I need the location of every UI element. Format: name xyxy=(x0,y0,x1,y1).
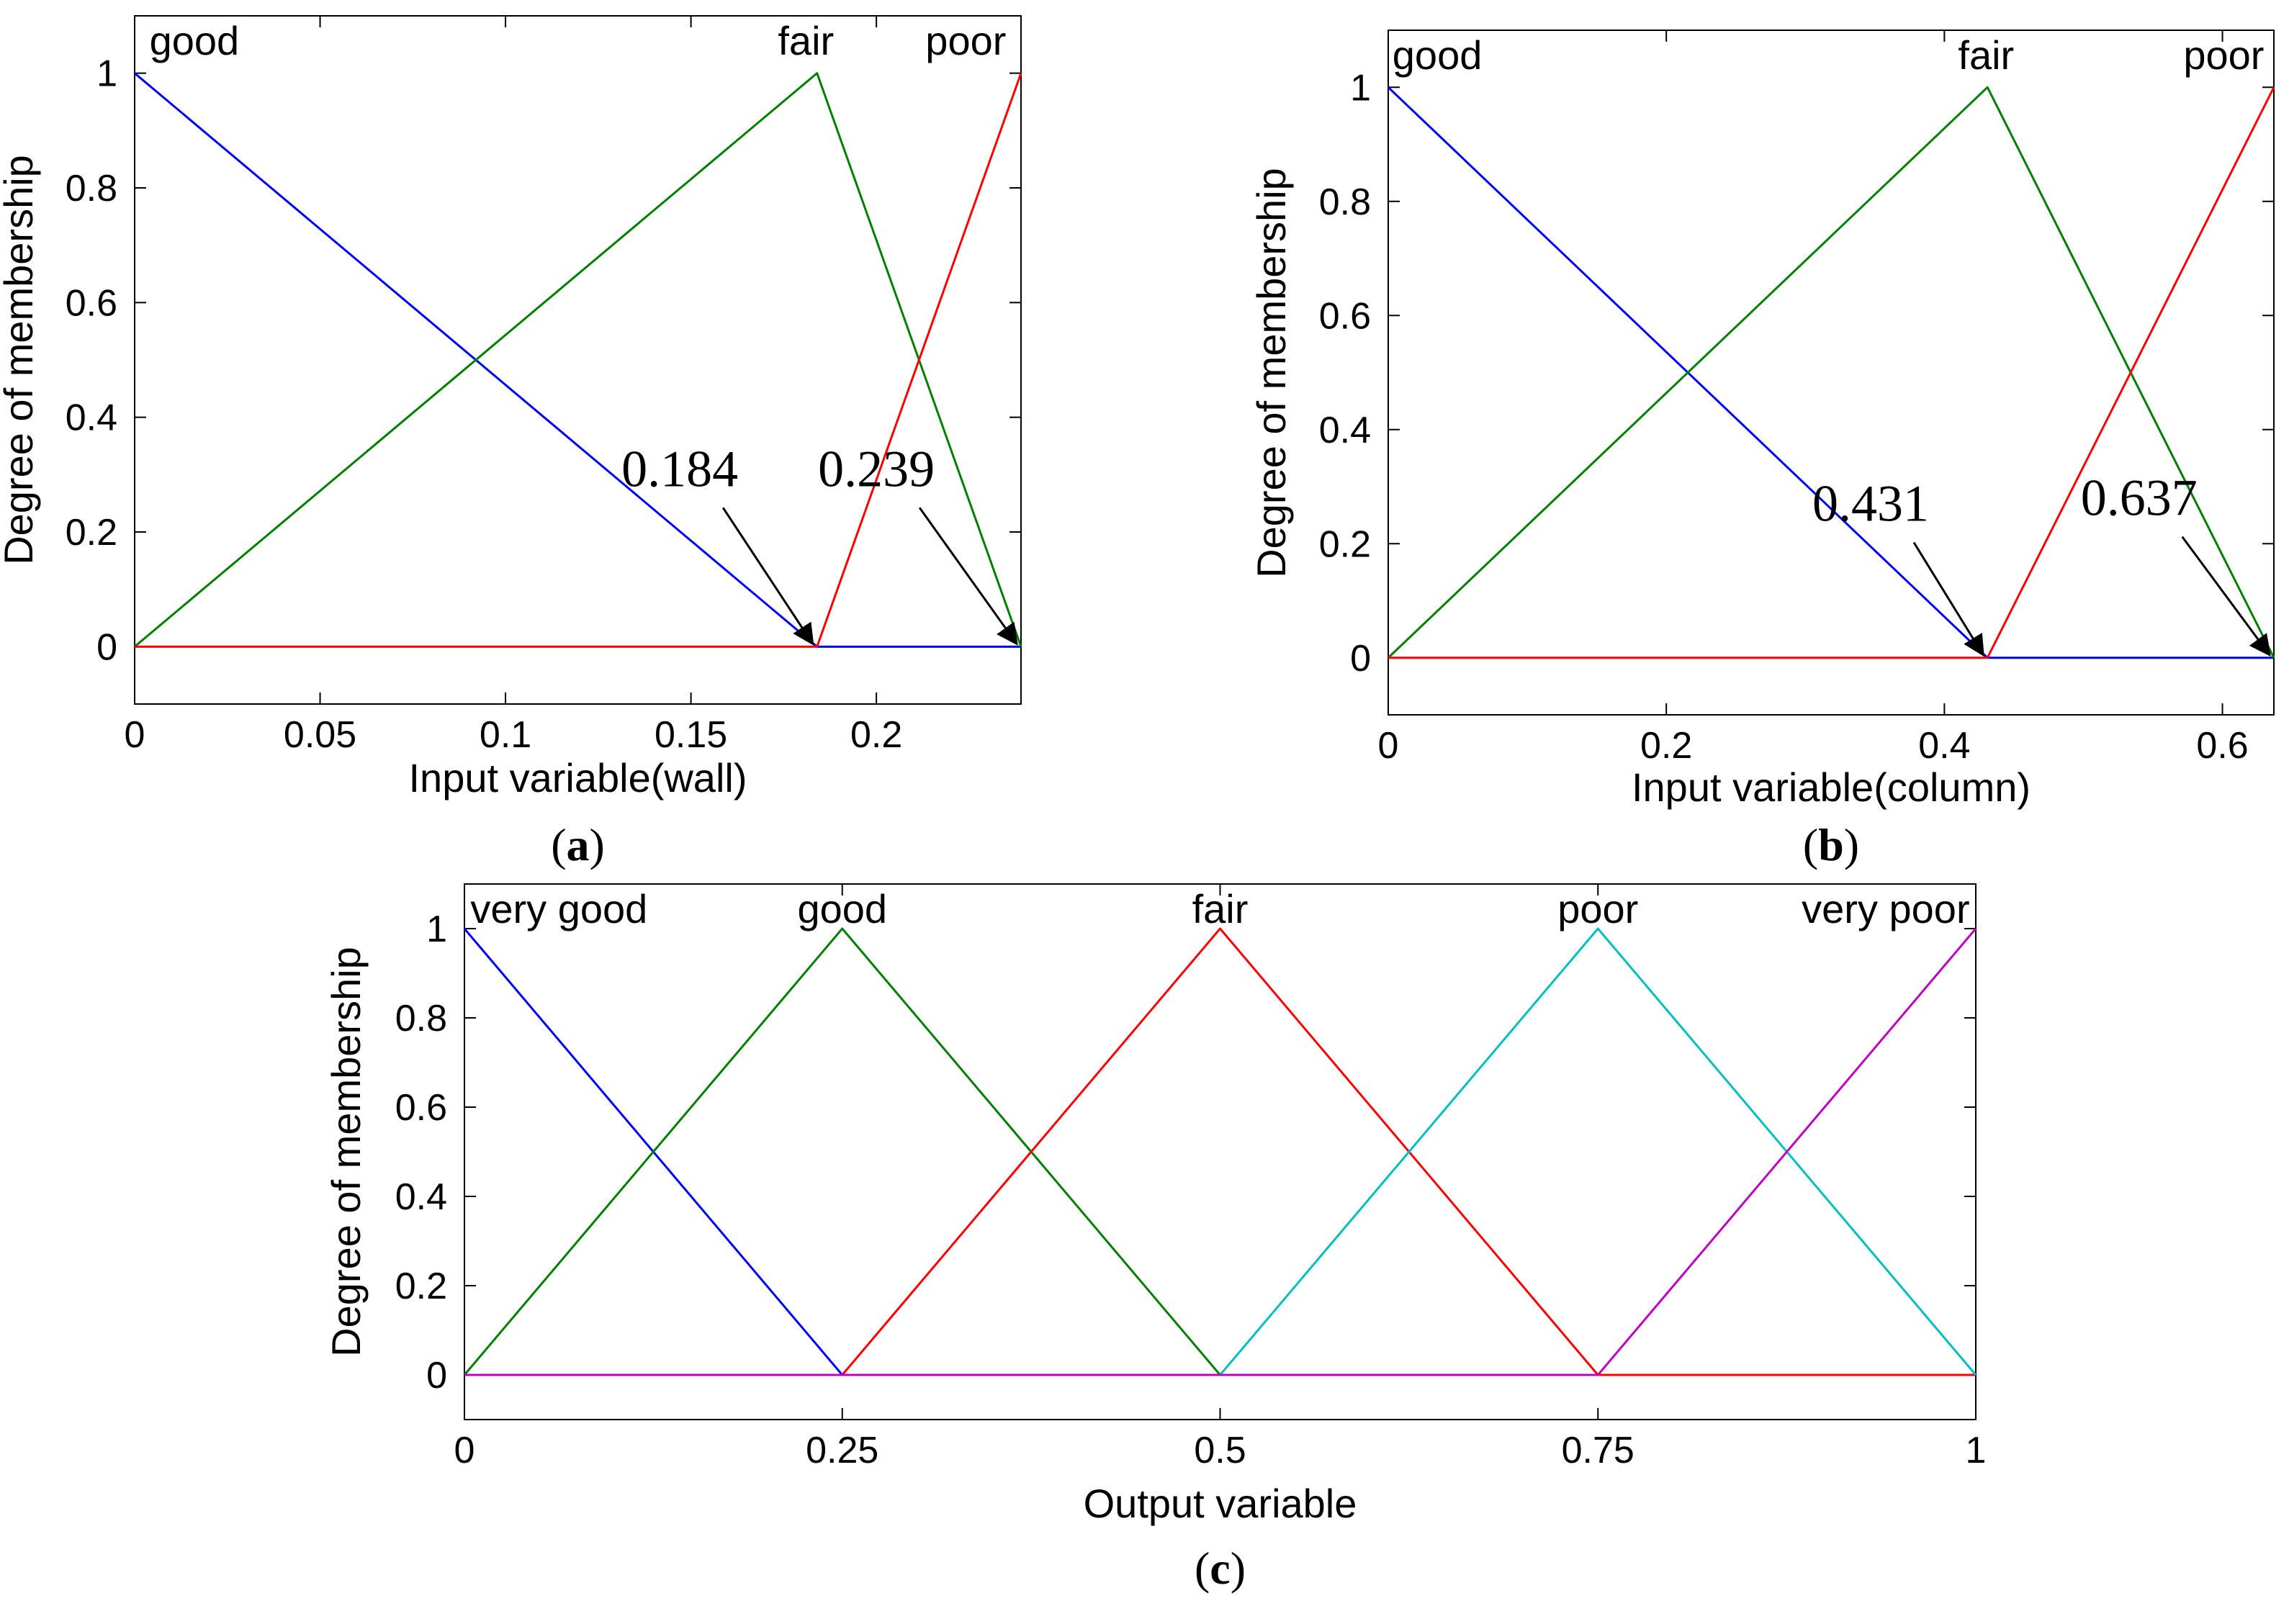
series-line-very-good-c xyxy=(463,928,1976,1376)
annotation-label-0-431-b: 0.431 xyxy=(1812,475,1929,533)
panel-label-part: b xyxy=(1818,819,1844,870)
y-tick-label-c: 0.2 xyxy=(395,1266,447,1307)
x-tick-label-c: 0 xyxy=(454,1430,475,1471)
annotation-label-0-239-a: 0.239 xyxy=(818,440,935,497)
axes-box-a xyxy=(134,15,1022,705)
y-tick-label-a: 0.8 xyxy=(66,168,117,209)
series-line-good-c xyxy=(463,927,1976,1376)
mf-label-good-b: good xyxy=(1393,32,1483,78)
y-tick-label-c: 1 xyxy=(426,908,447,950)
x-tick-label-b: 0.4 xyxy=(1918,725,1970,767)
panel-label-part: a xyxy=(567,819,590,870)
y-tick-label-c: 0.8 xyxy=(395,998,447,1039)
x-axis-label-b: Input variable(column) xyxy=(1632,764,2031,810)
x-tick-label-c: 0.5 xyxy=(1194,1430,1246,1471)
x-tick-label-c: 0.25 xyxy=(806,1430,878,1471)
mf-label-poor-b: poor xyxy=(2183,32,2264,78)
annotation-arrow-0-239-a xyxy=(918,507,1018,646)
series-line-fair-c xyxy=(464,927,1976,1376)
y-tick-label-c: 0.4 xyxy=(395,1176,447,1218)
annotation-arrow-0-431-b xyxy=(1912,541,1984,657)
x-tick-label-a: 0.1 xyxy=(480,714,531,756)
mf-label-very-poor-c: very poor xyxy=(1802,886,1969,931)
mf-label-poor-c: poor xyxy=(1557,886,1638,931)
y-tick-label-a: 0.2 xyxy=(66,512,117,554)
y-tick-label-c: 0 xyxy=(426,1355,447,1397)
panel-label-part: ) xyxy=(1844,819,1859,870)
series-line-poor-a xyxy=(135,73,1022,648)
series-line-very-poor-c xyxy=(464,928,1977,1376)
y-tick-label-b: 0.2 xyxy=(1319,523,1371,565)
panel-label-part: ( xyxy=(1803,819,1818,870)
y-tick-label-b: 0.6 xyxy=(1319,295,1371,337)
y-tick-label-b: 0.8 xyxy=(1319,181,1371,223)
series-line-fair-a xyxy=(134,72,1022,648)
annotation-arrow-0-637-b xyxy=(2181,536,2271,657)
x-tick-label-b: 0 xyxy=(1378,725,1399,767)
x-axis-label-c: Output variable xyxy=(1084,1481,1357,1526)
axes-box-c xyxy=(464,883,1977,1420)
y-axis-label-a: Degree of membership xyxy=(0,155,41,565)
y-tick-label-b: 0.4 xyxy=(1319,410,1371,451)
panel-label-part: c xyxy=(1210,1543,1230,1594)
annotation-arrow-0-184-a xyxy=(721,507,814,646)
y-tick-label-b: 0 xyxy=(1350,638,1371,680)
y-tick-label-a: 0.6 xyxy=(66,282,117,324)
y-axis-label-b: Degree of membership xyxy=(1249,168,1294,578)
chart-b: 0 0.2 0.4 0.6 0 0.2 0.4 0.6 0.8 1 Input variable(c… xyxy=(1249,30,2275,870)
mf-label-fair-b: fair xyxy=(1958,32,2014,78)
series-line-poor-b xyxy=(1388,86,2275,659)
mf-label-poor-a: poor xyxy=(925,18,1006,63)
mf-label-very-good-c: very good xyxy=(470,886,647,931)
x-tick-label-b: 0.2 xyxy=(1640,725,1692,767)
chart-c: 0 0.25 0.5 0.75 1 0 0.2 0.4 0.6 0.8 1 Output variab… xyxy=(323,883,1987,1594)
y-tick-label-a: 0.4 xyxy=(66,397,117,439)
y-tick-label-c: 0.6 xyxy=(395,1087,447,1129)
mf-label-good-c: good xyxy=(797,886,887,931)
x-tick-label-a: 0.15 xyxy=(655,714,727,756)
panel-label-c: (c) xyxy=(1195,1543,1246,1594)
y-tick-label-b: 1 xyxy=(1350,67,1371,109)
annotation-label-0-184-a: 0.184 xyxy=(621,440,738,497)
x-axis-label-a: Input variable(wall) xyxy=(409,755,747,800)
series-line-poor-c xyxy=(464,927,1977,1376)
mf-label-good-a: good xyxy=(150,18,240,63)
panel-label-part: ) xyxy=(590,819,605,870)
x-tick-label-c: 1 xyxy=(1966,1430,1987,1471)
x-tick-label-a: 0.2 xyxy=(850,714,902,756)
series-line-good-b xyxy=(1387,86,2274,659)
axes-box-b xyxy=(1388,30,2275,716)
x-tick-label-c: 0.75 xyxy=(1562,1430,1634,1471)
chart-a: 0 0.05 0.1 0.15 0.2 0 0.2 0.4 0.6 0.8 1 Input varia… xyxy=(0,15,1022,870)
y-tick-label-a: 0 xyxy=(96,626,117,668)
series-line-good-a xyxy=(134,72,1021,648)
annotation-label-0-637-b: 0.637 xyxy=(2081,469,2198,527)
x-tick-label-b: 0.6 xyxy=(2196,725,2248,767)
panel-label-part: ( xyxy=(551,819,566,870)
mf-label-fair-c: fair xyxy=(1192,886,1249,931)
y-axis-label-c: Degree of membership xyxy=(323,947,369,1357)
panel-label-part: ) xyxy=(1231,1543,1246,1594)
panel-label-b: (b) xyxy=(1803,819,1859,870)
mf-label-fair-a: fair xyxy=(778,18,834,63)
series-line-fair-b xyxy=(1387,86,2275,659)
x-tick-label-a: 0.05 xyxy=(284,714,356,756)
panel-label-a: (a) xyxy=(551,819,605,870)
y-tick-label-a: 1 xyxy=(96,53,117,95)
x-tick-label-a: 0 xyxy=(125,714,145,756)
panel-label-part: ( xyxy=(1195,1543,1210,1594)
